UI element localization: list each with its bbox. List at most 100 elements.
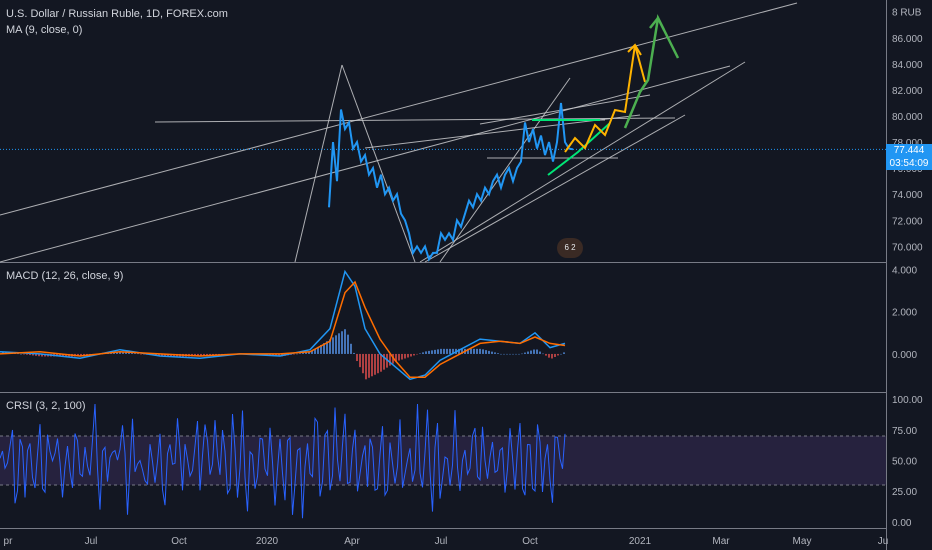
- price-tick-label: 70.000: [892, 242, 923, 253]
- time-tick-label: Oct: [171, 536, 187, 547]
- price-series-line: [328, 102, 574, 262]
- time-tick-label: Oct: [522, 536, 538, 547]
- crsi-line: [0, 403, 566, 519]
- macd-histogram-bar: [533, 349, 535, 354]
- macd-histogram-bar: [380, 353, 382, 372]
- macd-histogram-bar: [350, 343, 352, 354]
- macd-histogram-bar: [122, 351, 124, 354]
- time-tick-label: 2020: [256, 536, 279, 547]
- macd-histogram-bar: [311, 350, 313, 354]
- macd-histogram-bar: [422, 352, 424, 354]
- macd-histogram-bar: [377, 353, 379, 374]
- macd-histogram-bar: [545, 353, 547, 356]
- macd-histogram-bar: [293, 353, 295, 355]
- orange-forecast-arrow: [564, 44, 646, 153]
- trend-line: [294, 64, 343, 263]
- trend-line: [479, 94, 651, 125]
- macd-histogram-bar: [131, 352, 133, 354]
- price-tick-label: 84.000: [892, 60, 923, 71]
- macd-histogram-bar: [395, 353, 397, 362]
- macd-histogram-bar: [41, 353, 43, 357]
- macd-histogram-bar: [329, 339, 331, 354]
- macd-histogram-bar: [59, 353, 61, 357]
- trend-line: [154, 117, 676, 123]
- macd-histogram-bar: [365, 353, 367, 380]
- macd-histogram-bar: [554, 353, 556, 357]
- macd-histogram-bar: [497, 353, 499, 354]
- macd-histogram-bar: [359, 353, 361, 368]
- macd-histogram-bar: [524, 352, 526, 354]
- macd-histogram-bar: [32, 353, 34, 356]
- trend-line: [424, 114, 686, 263]
- macd-histogram-bar: [416, 353, 418, 355]
- macd-histogram-bar: [35, 353, 37, 356]
- macd-histogram-bar: [299, 353, 301, 354]
- macd-histogram-bar: [425, 351, 427, 354]
- time-tick-label: Jul: [435, 536, 448, 547]
- macd-histogram-bar: [278, 353, 280, 357]
- macd-histogram-bar: [404, 353, 406, 359]
- macd-histogram-bar: [371, 353, 373, 377]
- macd-histogram-bar: [2, 351, 4, 354]
- macd-histogram-bar: [338, 333, 340, 354]
- macd-histogram-bar: [344, 329, 346, 354]
- macd-histogram-bar: [428, 350, 430, 354]
- macd-histogram-bar: [443, 348, 445, 354]
- trend-line: [0, 2, 798, 216]
- green-forecast-arrow: [623, 13, 680, 129]
- macd-histogram-bar: [542, 353, 544, 355]
- orange-arrowhead-icon: [627, 43, 642, 56]
- macd-histogram-bar: [167, 353, 169, 357]
- time-tick-label: May: [793, 536, 812, 547]
- crsi-legend: CRSI (3, 2, 100): [6, 398, 85, 414]
- macd-tick-label: 2.000: [892, 308, 917, 319]
- macd-histogram-bar: [326, 341, 328, 354]
- macd-histogram-bar: [503, 353, 505, 355]
- macd-histogram-bar: [512, 353, 514, 355]
- macd-histogram-bar: [491, 351, 493, 354]
- crsi-tick-label: 100.00: [892, 395, 923, 406]
- macd-histogram-bar: [398, 353, 400, 361]
- macd-histogram-bar: [314, 348, 316, 354]
- macd-histogram-bar: [158, 353, 160, 357]
- macd-histogram-bar: [449, 348, 451, 354]
- macd-signal-line: [0, 280, 566, 378]
- macd-histogram-bar: [527, 351, 529, 354]
- price-tick-label: 72.000: [892, 216, 923, 227]
- macd-tick-label: 0.000: [892, 350, 917, 361]
- macd-histogram-bar: [410, 353, 412, 357]
- macd-histogram-bar: [134, 353, 136, 354]
- main-legend: U.S. Dollar / Russian Ruble, 1D, FOREX.c…: [6, 6, 228, 38]
- macd-title: MACD (12, 26, close, 9): [6, 270, 124, 282]
- macd-histogram-bar: [353, 352, 355, 354]
- trend-line: [439, 77, 571, 263]
- macd-histogram-bar: [548, 353, 550, 358]
- trend-line: [419, 61, 746, 263]
- event-badge-icon[interactable]: 6 2: [557, 238, 583, 258]
- price-tick-label: 80.000: [892, 112, 923, 123]
- price-tick-label: 8 RUB: [892, 8, 922, 19]
- macd-histogram-bar: [458, 348, 460, 354]
- macd-histogram-bar: [563, 352, 565, 354]
- macd-histogram-bar: [536, 349, 538, 354]
- macd-histogram-bar: [368, 353, 370, 378]
- time-tick-label: 2021: [629, 536, 652, 547]
- macd-histogram-bar: [419, 353, 421, 354]
- macd-histogram-bar: [23, 353, 25, 355]
- crsi-tick-label: 75.00: [892, 426, 917, 437]
- macd-histogram-bar: [500, 353, 502, 355]
- macd-histogram-bar: [515, 353, 517, 355]
- macd-histogram-bar: [467, 348, 469, 354]
- macd-histogram-bar: [317, 346, 319, 354]
- macd-histogram-bar: [488, 350, 490, 354]
- macd-histogram-bar: [116, 351, 118, 354]
- time-tick-label: Apr: [344, 536, 360, 547]
- macd-histogram-bar: [521, 353, 523, 355]
- macd-histogram-bar: [128, 352, 130, 354]
- macd-histogram-bar: [164, 353, 166, 357]
- macd-histogram-bar: [431, 350, 433, 354]
- macd-histogram-bar: [551, 353, 553, 359]
- macd-histogram-bar: [332, 337, 334, 354]
- macd-histogram-bar: [461, 348, 463, 354]
